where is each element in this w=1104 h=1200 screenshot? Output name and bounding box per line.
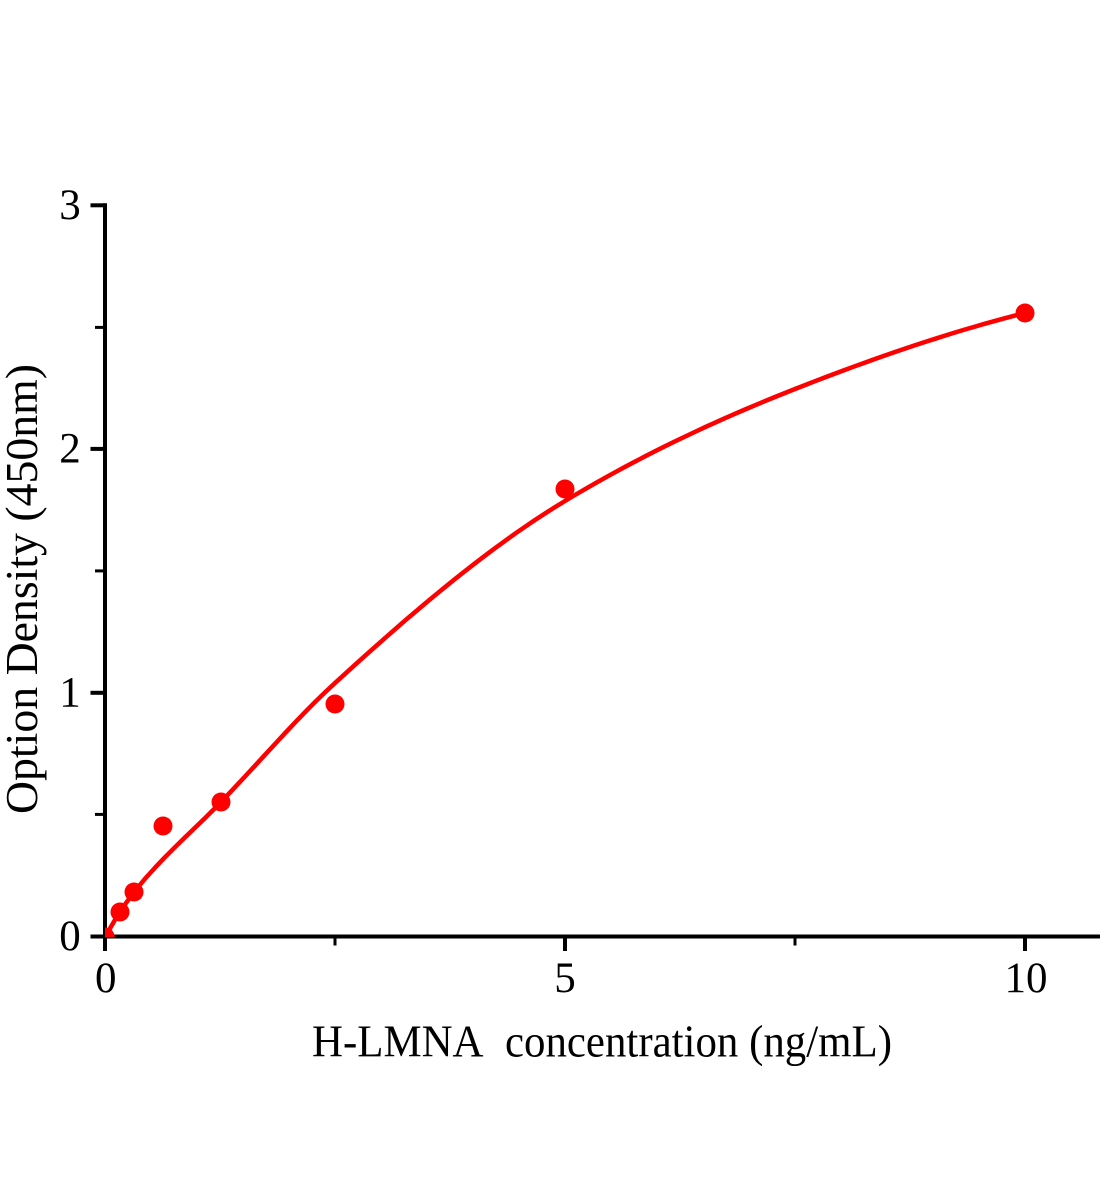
svg-text:10: 10 bbox=[1005, 955, 1048, 1002]
svg-text:1: 1 bbox=[59, 669, 81, 716]
svg-text:3: 3 bbox=[59, 182, 81, 229]
svg-text:2: 2 bbox=[59, 426, 81, 473]
svg-text:H-LMNA concentration (ng/mL): H-LMNA concentration (ng/mL) bbox=[312, 1017, 892, 1067]
svg-text:0: 0 bbox=[59, 913, 81, 960]
svg-text:Option Density (450nm): Option Density (450nm) bbox=[0, 364, 47, 814]
svg-text:5: 5 bbox=[554, 955, 576, 1002]
svg-text:0: 0 bbox=[95, 955, 117, 1002]
